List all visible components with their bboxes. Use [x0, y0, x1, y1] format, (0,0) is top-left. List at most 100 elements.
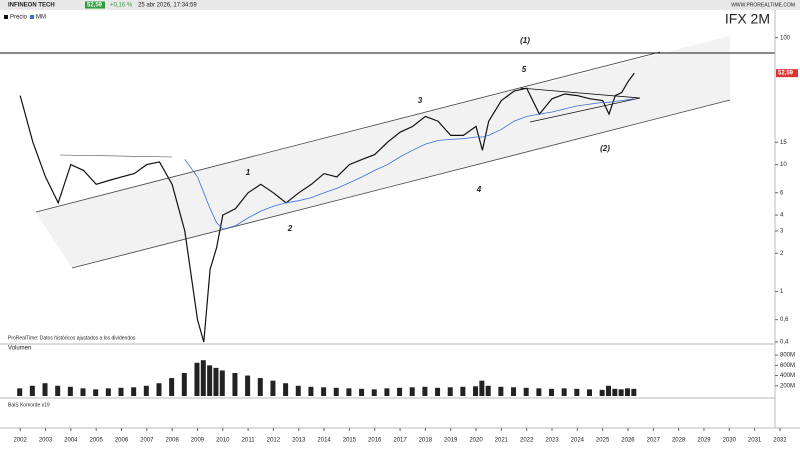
x-tick-label: 2016	[368, 438, 382, 444]
series-line	[19, 72, 635, 343]
volume-bar	[479, 380, 485, 396]
volume-bar	[295, 385, 301, 396]
y-tick-label: 10	[780, 162, 787, 168]
volume-bar	[574, 388, 580, 396]
x-tick-label: 2011	[242, 438, 256, 444]
header-bar	[0, 0, 800, 10]
y-tick-label: 1	[780, 289, 784, 295]
datetime: 25 abr 2026, 17:34:59	[138, 3, 197, 9]
volume-bar	[200, 360, 206, 396]
x-tick-label: 2032	[773, 438, 787, 444]
x-tick-label: 2018	[419, 438, 433, 444]
x-tick-label: 2005	[89, 438, 103, 444]
wave-label: 2	[287, 224, 293, 233]
y-tick-label: 2	[780, 251, 784, 257]
volume-bar	[283, 383, 289, 396]
volume-bar	[93, 389, 99, 396]
volume-bar	[460, 386, 466, 396]
volume-bar	[346, 388, 352, 396]
x-tick-label: 2006	[115, 438, 129, 444]
volume-bar	[181, 373, 187, 396]
y-tick-label: 600M	[780, 363, 795, 369]
site: WWW.PROREALTIME.COM	[731, 2, 795, 8]
volume-bar	[257, 378, 263, 396]
triangle-top	[519, 87, 641, 99]
volume-bar	[561, 388, 567, 396]
volume-bar	[624, 388, 630, 396]
volume-bar	[194, 362, 200, 396]
x-tick-label: 2014	[317, 438, 331, 444]
legend-label: Precio	[10, 15, 28, 21]
volume-bar	[618, 389, 624, 396]
volume-bar	[245, 375, 251, 396]
volume-bar	[270, 380, 276, 396]
legend-swatch	[4, 15, 8, 19]
wave-label: 5	[522, 65, 527, 74]
y-tick-label: 15	[780, 140, 787, 146]
volume-bar	[213, 367, 219, 396]
volume-bar	[118, 387, 124, 396]
y-tick-label: 200M	[780, 383, 795, 389]
x-tick-label: 2019	[444, 438, 458, 444]
triangle-bottom	[529, 97, 641, 123]
price-box	[85, 1, 105, 9]
volume-bar	[397, 387, 403, 396]
x-tick-label: 2029	[697, 438, 711, 444]
volume-bar	[371, 389, 377, 396]
chart-title: IFX 2M	[725, 11, 770, 27]
volume-bar	[631, 388, 637, 396]
trend-line	[59, 154, 173, 158]
x-tick-label: 2002	[14, 438, 28, 444]
volume-bar	[17, 388, 23, 396]
volume-bar	[321, 387, 327, 396]
volume-bar	[42, 383, 48, 396]
volume-bar	[333, 387, 339, 396]
symbol: INFINEON TECH	[8, 3, 55, 9]
x-tick-label: 2022	[520, 438, 534, 444]
y-tick-label: 100	[780, 35, 791, 41]
volume-bar	[131, 387, 137, 396]
volume-bar	[599, 389, 605, 396]
x-tick-label: 2020	[469, 438, 483, 444]
volume-bar	[523, 387, 529, 396]
y-tick-label: 0,4	[780, 340, 789, 346]
volume-bar	[605, 385, 611, 396]
volume-bar	[587, 389, 592, 396]
volume-bar	[207, 365, 213, 396]
volume-bar	[67, 386, 73, 396]
x-tick-label: 2028	[672, 438, 686, 444]
last-price-label: 52,59	[778, 71, 794, 77]
volume-bar	[169, 378, 175, 396]
x-tick-label: 2026	[621, 438, 635, 444]
wave-label: (2)	[600, 144, 610, 153]
volume-bar	[308, 386, 314, 396]
channel-bottom	[71, 99, 731, 269]
note: ProRealTime: Datos históricos ajustados …	[8, 335, 136, 341]
volume-bar	[498, 386, 504, 396]
volume-bar	[549, 388, 555, 396]
y-tick-label: 3	[780, 229, 784, 235]
volume-bar	[435, 387, 441, 396]
legend-swatch	[30, 15, 34, 19]
wave-label: 1	[246, 168, 251, 177]
volume-bar	[409, 387, 415, 396]
y-tick-label: 6	[780, 190, 784, 196]
volume-bar	[511, 387, 517, 396]
x-tick-label: 2008	[165, 438, 179, 444]
volume-bar	[422, 386, 428, 396]
series-line	[184, 98, 635, 230]
x-tick-label: 2007	[140, 438, 154, 444]
x-tick-label: 2015	[343, 438, 357, 444]
y-tick-label: 4	[780, 213, 784, 219]
y-tick-label: 800M	[780, 353, 795, 359]
x-tick-label: 2030	[723, 438, 737, 444]
last-price-box	[776, 69, 798, 78]
volume-bar	[219, 370, 225, 396]
volume-bar	[384, 388, 390, 396]
wave-label: (1)	[520, 36, 530, 45]
volume-bar	[232, 373, 238, 396]
change: +0,16 %	[110, 3, 133, 9]
x-tick-label: 2025	[596, 438, 610, 444]
volume-bar	[536, 388, 542, 396]
